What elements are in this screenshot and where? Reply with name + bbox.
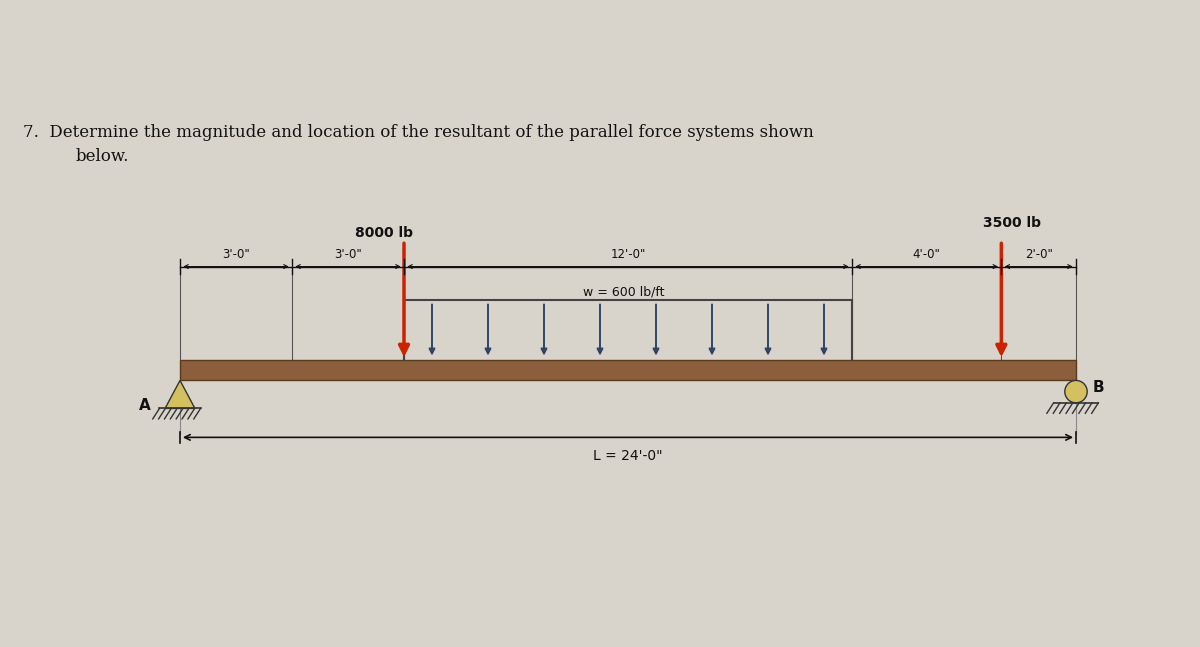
Polygon shape <box>166 380 194 408</box>
Bar <box>180 360 1076 380</box>
Text: 7.  Determine the magnitude and location of the resultant of the parallel force : 7. Determine the magnitude and location … <box>23 124 814 141</box>
Text: 8000 lb: 8000 lb <box>355 226 414 239</box>
Text: L = 24'-0": L = 24'-0" <box>593 448 662 463</box>
Text: w = 600 lb/ft: w = 600 lb/ft <box>583 286 665 299</box>
Text: 3500 lb: 3500 lb <box>983 216 1040 230</box>
Text: 3'-0": 3'-0" <box>334 248 362 261</box>
Text: B: B <box>1093 380 1104 395</box>
Text: 12'-0": 12'-0" <box>611 248 646 261</box>
Text: 4'-0": 4'-0" <box>913 248 941 261</box>
Circle shape <box>1064 380 1087 403</box>
Text: 2'-0": 2'-0" <box>1025 248 1052 261</box>
Text: A: A <box>139 399 151 413</box>
Text: below.: below. <box>76 148 128 165</box>
Text: 3'-0": 3'-0" <box>222 248 250 261</box>
